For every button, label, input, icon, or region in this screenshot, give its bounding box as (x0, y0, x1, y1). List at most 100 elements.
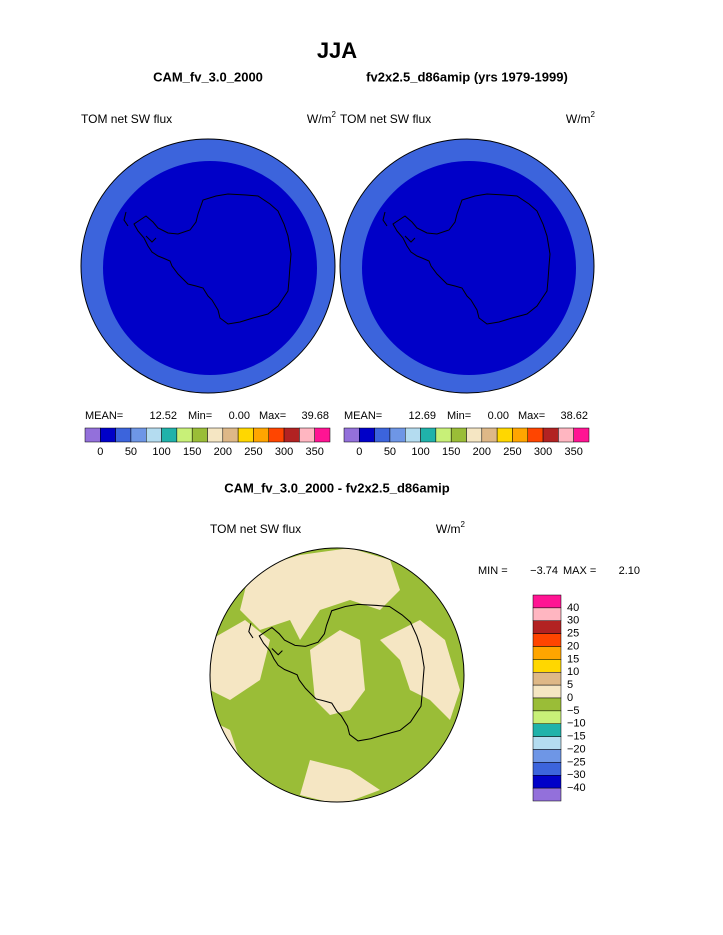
colorbar-box (527, 427, 544, 443)
colorbar-box (532, 749, 562, 763)
stat: MIN = (478, 565, 508, 577)
colorbar-box (466, 427, 483, 443)
colorbar-box (532, 620, 562, 634)
colorbar-box (161, 427, 178, 443)
colorbar-box (532, 672, 562, 686)
units-base: W/m (436, 522, 461, 536)
colorbar-box (532, 736, 562, 750)
stat: MAX = (563, 565, 596, 577)
colorbar-label: 15 (567, 653, 579, 665)
colorbar-box (532, 775, 562, 789)
stat: 39.68 (301, 410, 329, 422)
colorbar-label: 150 (183, 446, 201, 458)
stat: 0.00 (488, 410, 509, 422)
colorbar-box (532, 787, 562, 802)
colorbar-label: −30 (567, 769, 586, 781)
colorbar-box (420, 427, 437, 443)
colorbar-label: 50 (384, 446, 396, 458)
colorbar-label: 350 (306, 446, 324, 458)
variable-label: TOM net SW flux (210, 522, 301, 536)
colorbar-box (558, 427, 574, 443)
positive-regions (210, 548, 460, 802)
colorbar-label: 50 (125, 446, 137, 458)
colorbar-box (237, 427, 254, 443)
colorbar-box (542, 427, 559, 443)
colorbar-label: 300 (534, 446, 552, 458)
units-exponent: 2 (591, 110, 596, 119)
units: W/m2 (436, 520, 466, 536)
colorbar-box (496, 427, 513, 443)
colorbar-label: 100 (411, 446, 429, 458)
colorbar-label: 5 (567, 679, 573, 691)
colorbar-box (532, 633, 562, 647)
colorbar-box (512, 427, 528, 443)
colorbar-label: −5 (567, 705, 580, 717)
colorbar-box (573, 427, 590, 443)
colorbar-box (314, 427, 331, 443)
colorbar-label: −15 (567, 731, 586, 743)
colorbar-box (532, 607, 562, 621)
colorbar-box (532, 684, 562, 699)
colorbar-box (130, 427, 147, 443)
colorbar-label: 25 (567, 628, 579, 640)
colorbar-box (176, 427, 193, 443)
colorbar-box (359, 427, 375, 443)
colorbar-label: −25 (567, 756, 586, 768)
map (339, 138, 595, 394)
units: W/m2 (307, 110, 337, 126)
stat: Min= (447, 410, 471, 422)
figure-title: JJA (317, 38, 357, 63)
stat: 38.62 (560, 410, 588, 422)
colorbar-label: 10 (567, 666, 579, 678)
colorbar-box (115, 427, 132, 443)
colorbar-label: 250 (503, 446, 521, 458)
colorbar-box (299, 427, 315, 443)
colorbar-label: 250 (244, 446, 262, 458)
colorbar-box (450, 427, 467, 443)
colorbar-box (532, 762, 562, 776)
stat: MEAN= (85, 410, 123, 422)
maps (80, 138, 595, 803)
colorbar-label: 100 (152, 446, 170, 458)
case-title: fv2x2.5_d86amip (yrs 1979-1999) (366, 69, 568, 84)
variable-label: TOM net SW flux (340, 112, 431, 126)
colorbar-label: 150 (442, 446, 460, 458)
units-exponent: 2 (461, 520, 466, 529)
colorbar-box (532, 594, 562, 609)
colorbar-box (532, 710, 562, 724)
units: W/m2 (566, 110, 596, 126)
colorbar-box (481, 427, 498, 443)
colorbar-label: 300 (275, 446, 293, 458)
colorbar-box (207, 427, 224, 443)
colorbar-box (84, 427, 101, 443)
colorbar-box (191, 427, 208, 443)
colorbar-box (100, 427, 116, 443)
colorbar-label: 0 (567, 692, 573, 704)
colorbar-box (343, 427, 360, 443)
colorbar-label: −10 (567, 718, 586, 730)
colorbar-label: 0 (356, 446, 362, 458)
colorbar-label: 0 (97, 446, 103, 458)
case-title: CAM_fv_3.0_2000 (153, 69, 263, 84)
diff-map (209, 547, 465, 803)
stat: −3.74 (530, 565, 558, 577)
colorbar-box (283, 427, 300, 443)
stat: 2.10 (619, 565, 640, 577)
colorbar-label: −40 (567, 782, 586, 794)
colorbar-label: 20 (567, 640, 579, 652)
colorbar-label: 200 (214, 446, 232, 458)
units-exponent: 2 (332, 110, 337, 119)
map-field (362, 161, 576, 375)
colorbar-label: 350 (565, 446, 583, 458)
colorbar-label: 30 (567, 615, 579, 627)
stat: Max= (259, 410, 286, 422)
map-field (103, 161, 317, 375)
variable-label: TOM net SW flux (81, 112, 172, 126)
stat: 0.00 (229, 410, 250, 422)
colorbar-label: −20 (567, 743, 586, 755)
map (80, 138, 336, 394)
colorbar-box (146, 427, 162, 443)
stat: Max= (518, 410, 545, 422)
diff-title: CAM_fv_3.0_2000 - fv2x2.5_d86amip (224, 480, 450, 495)
colorbar-box (532, 659, 562, 673)
